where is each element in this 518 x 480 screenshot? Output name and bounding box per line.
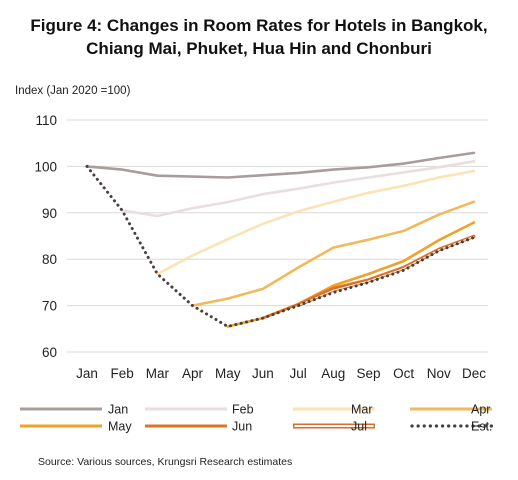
y-tick-label: 110: [35, 113, 57, 128]
legend-label-mar: Mar: [351, 403, 373, 417]
legend: Jan Feb Mar Apr May Jun Jul Est.: [20, 403, 494, 434]
x-tick-label: Jul: [289, 366, 306, 381]
x-tick-label: Jan: [76, 366, 98, 381]
x-tick-label: Feb: [111, 366, 134, 381]
y-tick-label: 80: [42, 252, 57, 267]
legend-label-apr: Apr: [471, 403, 490, 417]
series-line-may: [226, 221, 476, 328]
x-tick-label: Jun: [252, 366, 274, 381]
x-axis-ticks: Jan Feb Mar Apr May Jun Jul Aug Sep Oct Nov Dec: [76, 366, 486, 381]
series-lines: [85, 151, 476, 329]
x-tick-label: May: [215, 366, 241, 381]
y-axis-label: Index (Jan 2020 =100): [15, 85, 131, 97]
series-line-jan: [85, 151, 476, 179]
x-tick-label: Aug: [321, 366, 345, 381]
legend-label-jan: Jan: [108, 403, 128, 417]
series-line-apr: [191, 200, 476, 307]
x-tick-label: Apr: [182, 366, 204, 381]
x-tick-label: Oct: [393, 366, 414, 381]
x-tick-label: Dec: [462, 366, 486, 381]
gridlines: [67, 119, 488, 353]
x-tick-label: Nov: [427, 366, 451, 381]
legend-label-may: May: [108, 420, 132, 434]
x-tick-label: Sep: [356, 366, 380, 381]
x-tick-label: Mar: [146, 366, 170, 381]
y-tick-label: 90: [42, 206, 57, 221]
series-line-jul-inner: [297, 236, 475, 307]
legend-label-jun: Jun: [232, 420, 252, 434]
legend-label-est: Est.: [471, 420, 493, 434]
series-line-mar: [156, 169, 476, 276]
y-tick-label: 60: [42, 345, 57, 360]
legend-label-jul: Jul: [351, 420, 367, 434]
source-note: Source: Various sources, Krungsri Resear…: [38, 456, 293, 468]
y-axis-ticks: 60 70 80 90 100 110: [34, 113, 57, 360]
series-line-est: [85, 164, 476, 329]
chart-title-line-1: Figure 4: Changes in Room Rates for Hote…: [30, 16, 488, 35]
series-line-feb: [120, 160, 476, 218]
chart-title: Figure 4: Changes in Room Rates for Hote…: [0, 14, 518, 60]
y-tick-label: 100: [34, 159, 57, 174]
y-tick-label: 70: [42, 299, 57, 314]
chart-title-line-2: Chiang Mai, Phuket, Hua Hin and Chonburi: [86, 39, 432, 58]
legend-label-feb: Feb: [232, 403, 254, 417]
